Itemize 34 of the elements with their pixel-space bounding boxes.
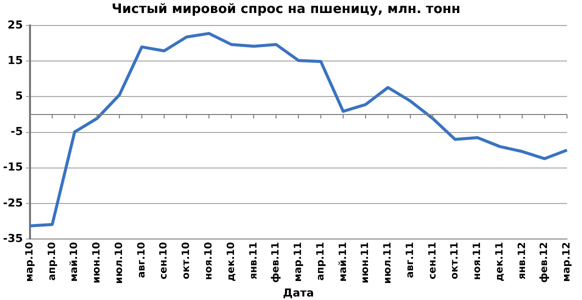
x-tick-label: авг.10 — [136, 242, 148, 278]
y-tick-label: 25 — [8, 18, 23, 32]
x-tick-label: июл.11 — [382, 242, 394, 284]
x-tick-label: мар.11 — [293, 242, 304, 282]
x-tick-label: июн.11 — [360, 242, 372, 284]
y-tick-label: -5 — [10, 125, 23, 138]
x-tick-label: янв.12 — [516, 242, 528, 280]
x-tick-label: фев.11 — [270, 242, 282, 283]
x-axis-title: Дата — [282, 286, 314, 300]
x-tick-label: дек.10 — [226, 242, 237, 282]
x-tick-label: апр.10 — [46, 242, 58, 281]
x-tick-label: апр.11 — [315, 242, 326, 281]
x-tick-label: июл.10 — [114, 242, 125, 284]
x-tick-label: сен.10 — [158, 242, 170, 280]
x-tick-label: июн.10 — [92, 242, 103, 284]
x-tick-label: май.11 — [338, 242, 349, 282]
chart-title: Чистый мировой спрос на пшеницу, млн. тонн — [112, 2, 460, 18]
x-tick-label: ноя.11 — [472, 242, 484, 280]
y-tick-label: -25 — [3, 196, 23, 210]
x-tick-label: авг.11 — [404, 242, 416, 278]
x-tick-label: мар.12 — [562, 242, 573, 282]
x-tick-label: мар.10 — [24, 242, 36, 282]
x-tick-label: окт.11 — [450, 242, 461, 280]
x-tick-label: май.10 — [69, 242, 80, 282]
y-tick-label: 5 — [15, 90, 23, 103]
y-tick-label: 15 — [8, 54, 23, 68]
y-tick-label: -15 — [3, 160, 23, 174]
x-tick-label: фев.12 — [539, 242, 550, 283]
x-tick-label: окт.10 — [181, 242, 192, 280]
x-tick-label: янв.11 — [248, 242, 260, 280]
x-tick-label: сен.11 — [427, 242, 438, 280]
x-tick-label: ноя.10 — [204, 242, 215, 280]
x-tick-label: дек.11 — [494, 242, 506, 282]
y-tick-label: -35 — [3, 232, 23, 245]
